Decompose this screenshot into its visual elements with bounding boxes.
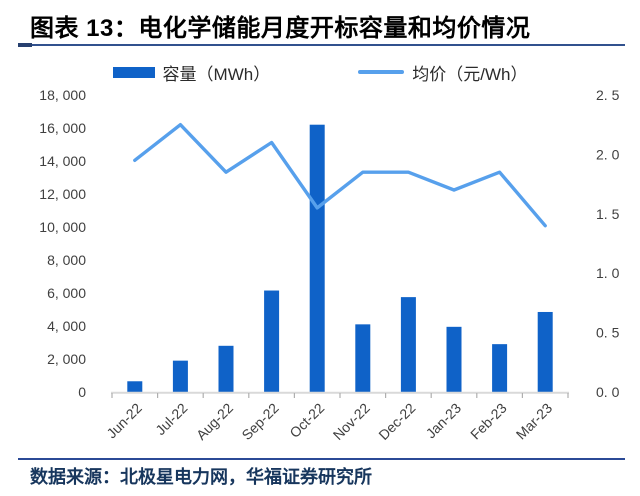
price-line <box>133 122 547 228</box>
left-axis-tick-label: 16, 000 <box>39 120 86 136</box>
data-source-note: 数据来源：北极星电力网，华福证券研究所 <box>30 467 372 487</box>
bar-aug-22 <box>218 345 234 392</box>
right-axis-tick-label: 2. 5 <box>596 87 620 103</box>
bar-oct-22 <box>309 124 325 392</box>
bar-feb-23 <box>492 344 508 392</box>
left-axis-tick-label: 6, 000 <box>47 285 86 301</box>
title-divider <box>18 44 625 46</box>
left-axis-tick-label: 18, 000 <box>39 87 86 103</box>
bar-mar-23 <box>537 311 553 392</box>
bar-sep-22 <box>264 290 280 392</box>
bar-series-swatch-icon <box>112 66 155 78</box>
left-axis-tick-label: 14, 000 <box>39 153 86 169</box>
x-axis-label-jan-23: Jan-23 <box>423 400 465 442</box>
legend-item-price: 均价（元/Wh） <box>358 60 527 85</box>
bar-dec-22 <box>400 297 416 392</box>
footer-divider <box>18 458 625 460</box>
x-axis-label-feb-23: Feb-23 <box>467 400 510 443</box>
legend-item-capacity: 容量（MWh） <box>112 60 271 85</box>
x-axis-label-jul-22: Jul-22 <box>152 400 190 438</box>
right-axis-tick-label: 2. 0 <box>596 146 620 162</box>
x-axis-label-dec-22: Dec-22 <box>375 400 418 443</box>
bar-jul-22 <box>172 360 188 392</box>
bar-jun-22 <box>127 381 143 392</box>
right-axis-tick-label: 0. 0 <box>596 384 620 400</box>
right-axis-tick-label: 1. 0 <box>596 265 620 281</box>
legend-label-capacity: 容量（MWh） <box>162 64 271 84</box>
right-axis-tick-label: 1. 5 <box>596 206 620 222</box>
right-axis-tick-label: 0. 5 <box>596 325 620 341</box>
left-axis-tick-label: 0 <box>78 384 86 400</box>
page-title: 图表 13：电化学储能月度开标容量和均价情况 <box>30 15 531 42</box>
bar-jan-23 <box>446 326 462 392</box>
x-axis-label-aug-22: Aug-22 <box>193 400 236 443</box>
x-axis-label-sep-22: Sep-22 <box>238 400 281 443</box>
left-axis-tick-label: 12, 000 <box>39 186 86 202</box>
legend-label-price: 均价（元/Wh） <box>412 64 528 84</box>
left-axis-tick-label: 4, 000 <box>47 318 86 334</box>
line-series-swatch-icon <box>358 70 405 74</box>
x-axis-label-jun-22: Jun-22 <box>103 400 145 442</box>
left-axis-tick-label: 10, 000 <box>39 219 86 235</box>
x-axis-label-nov-22: Nov-22 <box>330 400 373 443</box>
bar-nov-22 <box>355 324 371 392</box>
title-divider-cap <box>18 43 32 47</box>
combo-chart: 0 2, 000 4, 000 6, 000 8, 000 10, 000 12, 000 1… <box>39 87 620 443</box>
left-axis-tick-label: 2, 000 <box>47 351 86 367</box>
x-axis-label-oct-22: Oct-22 <box>286 400 327 441</box>
left-axis-tick-label: 8, 000 <box>47 252 86 268</box>
x-axis-label-mar-23: Mar-23 <box>513 400 556 443</box>
chart-legend: 容量（MWh） 均价（元/Wh） <box>0 60 640 84</box>
